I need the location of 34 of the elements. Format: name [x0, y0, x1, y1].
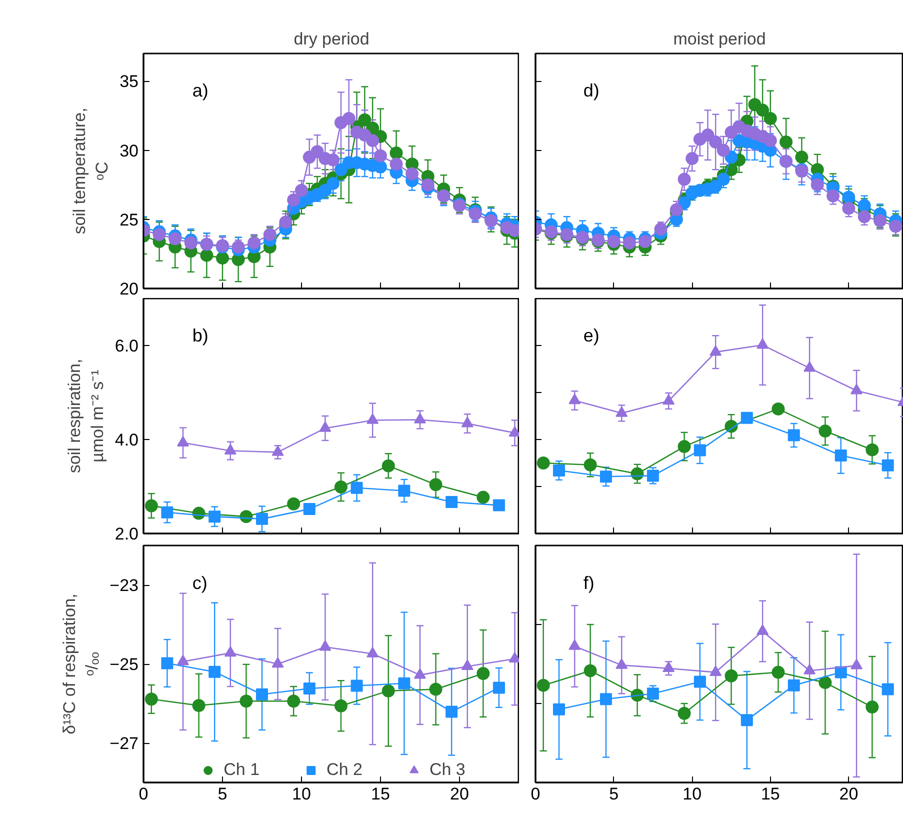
x-tick-label: 20 [839, 784, 858, 804]
chart-title: dry period [294, 30, 370, 48]
y-tick-label: −23 [110, 576, 139, 595]
y-axis-title: soil temperature, ᵒC [70, 108, 112, 234]
x-tick-label: 10 [292, 784, 311, 804]
legend-label: Ch 3 [429, 760, 466, 780]
x-tick-label: 5 [218, 784, 228, 804]
y-tick-label: 20 [120, 280, 139, 298]
y-tick-label: 35 [120, 72, 139, 92]
annotation: a) [192, 80, 208, 100]
x-tick-label: 0 [138, 784, 148, 804]
x-tick-label: 10 [682, 784, 702, 804]
annotation: d) [583, 80, 600, 100]
x-tick-label: 15 [760, 784, 780, 804]
annotation: b) [192, 326, 208, 346]
x-tick-label: 5 [609, 784, 619, 804]
x-tick-label: 15 [371, 784, 390, 804]
annotation: c) [192, 572, 208, 593]
y-tick-label: 4.0 [114, 430, 139, 450]
y-axis-title: soil respiration, µmol m⁻² s⁻¹ [65, 358, 107, 474]
annotation: e) [583, 326, 600, 346]
y-tick-label: −25 [110, 655, 139, 674]
y-tick-label: 25 [120, 210, 139, 230]
y-tick-label: −27 [110, 734, 139, 753]
y-axis-title: δ¹³C of respiration, ᵒ/ₒₒ [60, 594, 102, 734]
annotation: f) [583, 572, 594, 593]
y-tick-label: 2.0 [114, 524, 139, 544]
x-tick-label: 20 [450, 784, 469, 804]
chart-title: moist period [673, 30, 766, 48]
legend-label: Ch 1 [224, 760, 260, 780]
legend-label: Ch 2 [326, 760, 362, 780]
y-tick-label: 30 [120, 141, 139, 160]
x-tick-label: 0 [530, 784, 540, 804]
y-tick-label: 6.0 [114, 336, 139, 356]
